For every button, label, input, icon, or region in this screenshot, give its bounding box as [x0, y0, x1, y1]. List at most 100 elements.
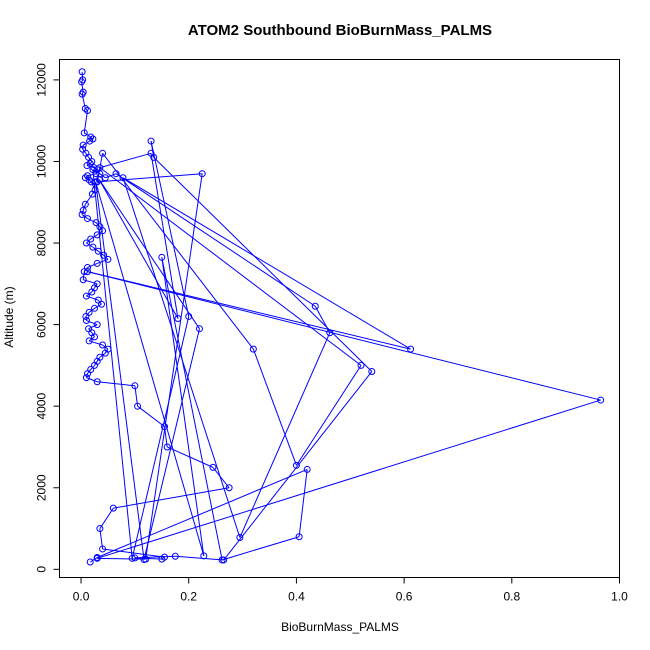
data-point [185, 312, 193, 320]
data-point [95, 176, 103, 184]
series-segment [83, 279, 98, 285]
y-tick-label: 2000 [35, 474, 49, 501]
data-point [198, 170, 206, 178]
data-point [128, 554, 136, 562]
x-tick-label: 0.0 [73, 590, 90, 604]
chart-title: ATOM2 Southbound BioBurnMass_PALMS [188, 22, 492, 39]
series-segment [85, 153, 89, 158]
series-segment [223, 371, 373, 561]
series-segment [98, 179, 179, 319]
data-point [218, 556, 226, 564]
data-point [92, 219, 100, 227]
data-point [88, 288, 96, 296]
data-point [196, 325, 203, 333]
series-segment [153, 157, 373, 372]
series-segment [86, 242, 94, 248]
data-point [79, 276, 87, 284]
data-point [78, 78, 86, 86]
series-segment [81, 91, 84, 95]
data-point [311, 302, 319, 310]
data-point [99, 227, 107, 235]
data-point [85, 176, 93, 184]
data-point [79, 206, 87, 214]
data-point [84, 268, 91, 276]
data-point [96, 525, 104, 533]
series-segment [85, 312, 90, 317]
data-point [131, 382, 139, 390]
series-segment [89, 557, 98, 563]
x-tick-label: 0.4 [288, 590, 305, 604]
data-point [112, 170, 120, 178]
data-point [98, 300, 105, 308]
series-segment [87, 173, 97, 177]
series-segment [85, 373, 88, 378]
data-point [104, 255, 112, 263]
data-point [225, 484, 233, 492]
series-segment [94, 303, 102, 309]
y-tick-label: 10000 [35, 144, 49, 178]
series-segment [94, 283, 98, 289]
data-point [81, 200, 89, 208]
series-segment [113, 487, 230, 509]
data-point [96, 164, 104, 172]
data-point [82, 317, 90, 325]
series-segment [94, 361, 98, 366]
series-segment [99, 167, 362, 366]
series-segment [92, 169, 133, 559]
series-segment [88, 324, 98, 330]
series-segment [131, 316, 190, 559]
data-point [236, 534, 244, 542]
x-tick-label: 0.8 [503, 590, 520, 604]
data-point [94, 247, 102, 255]
data-point [78, 68, 86, 76]
series-segment [99, 507, 114, 529]
data-point [99, 341, 107, 349]
data-point [84, 215, 91, 223]
data-point [100, 251, 108, 259]
data-point [303, 465, 311, 473]
data-point [78, 90, 86, 98]
data-point [89, 243, 97, 251]
series-points [78, 68, 605, 566]
data-point [91, 333, 98, 341]
y-tick-label: 0 [35, 566, 49, 573]
data-point [292, 461, 300, 469]
data-point [84, 370, 91, 378]
x-tick-label: 0.6 [396, 590, 413, 604]
data-point [158, 253, 166, 261]
y-tick-label: 12000 [35, 63, 49, 97]
series-segment [90, 234, 98, 240]
data-point [82, 292, 90, 300]
y-tick-label: 4000 [35, 393, 49, 420]
data-point [91, 361, 98, 369]
data-point [86, 558, 94, 566]
data-point [249, 345, 257, 353]
y-tick-label: 8000 [35, 229, 49, 256]
series-segment [137, 405, 165, 427]
data-point [161, 423, 168, 431]
series-segment [221, 536, 300, 561]
series-segment [115, 173, 316, 307]
series-segment [91, 332, 95, 338]
data-point [407, 345, 415, 353]
data-point [326, 329, 334, 337]
data-point [368, 368, 376, 376]
series-segment [82, 148, 87, 154]
series-segment [89, 161, 93, 164]
data-point [81, 104, 89, 112]
data-point [171, 552, 179, 560]
series-segment [81, 210, 84, 215]
data-point [93, 378, 101, 386]
series-segment [175, 555, 224, 561]
series-segment [314, 306, 331, 334]
series-segment [102, 153, 254, 350]
data-point [158, 555, 166, 563]
series-segment [212, 467, 230, 489]
y-axis: 0 2000 4000 6000 8000 10000 12000 [35, 63, 60, 573]
series-segment [88, 328, 93, 334]
series-segment [97, 299, 102, 305]
series-segment [87, 369, 92, 374]
series-segment [87, 271, 601, 401]
series-segment [87, 218, 97, 224]
